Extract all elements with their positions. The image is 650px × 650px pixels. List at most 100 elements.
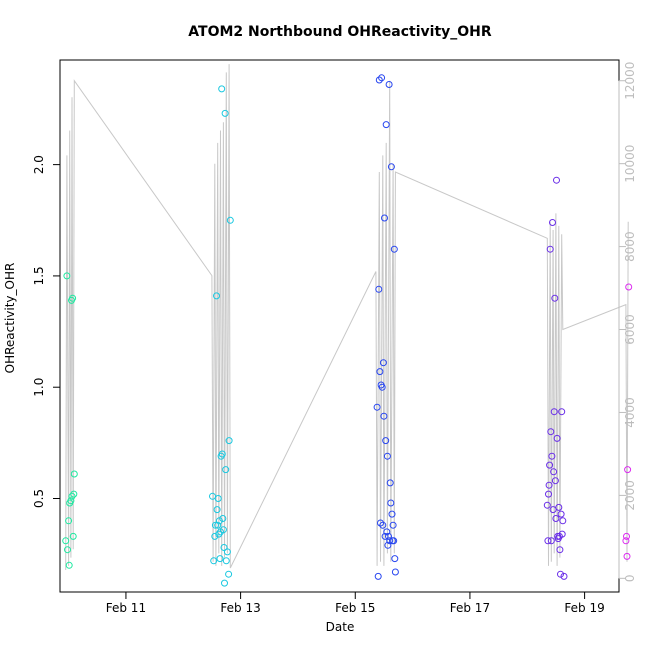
data-point [67,497,75,505]
data-point [547,537,555,545]
data-point [625,283,633,291]
data-point [550,408,558,416]
data-point [382,121,390,129]
data-point [558,530,566,538]
data-point [388,510,396,518]
data-point [216,555,224,563]
series-3 [373,74,399,580]
data-point [378,383,386,391]
data-point [64,546,71,554]
y2-tick-label: 10000 [623,145,637,183]
data-point [551,477,559,485]
data-point [557,510,565,518]
data-point [383,528,391,536]
data-point [559,517,567,525]
data-point [547,428,555,436]
series-5 [622,283,633,560]
data-point [69,294,77,302]
series-4 [543,176,568,580]
data-point [70,470,78,478]
data-point [381,532,389,540]
y-tick-label: 1.0 [32,378,46,397]
data-point [385,532,392,540]
data-point [220,544,228,551]
y-tick-label: 0.5 [32,489,46,508]
data-point [381,214,388,222]
data-point [552,515,560,522]
data-point [379,521,387,529]
data-point [214,495,222,502]
data-point [69,532,77,540]
data-point [387,499,395,507]
data-point [548,452,556,460]
data-point [382,437,390,445]
data-point [544,537,552,545]
data-point [386,537,394,545]
data-point [213,506,221,514]
secondary-line-layer [65,64,629,571]
data-point [390,245,398,253]
data-point [210,557,218,565]
data-point [221,109,229,117]
data-point [380,412,388,420]
data-point [375,76,383,84]
data-point [218,450,226,458]
data-point [219,526,227,534]
data-point [211,532,219,540]
data-point [377,519,384,527]
data-point [391,555,399,563]
data-point [373,403,381,411]
data-point [226,216,234,224]
x-axis-label: Date [326,620,355,634]
data-point [215,530,223,538]
data-point [543,501,551,509]
data-point [623,532,630,540]
data-point [624,466,632,474]
y-axis-label: OHReactivity_OHR [3,263,17,374]
x-tick-label: Feb 15 [335,601,375,615]
y-tick-label: 2.0 [32,155,46,174]
data-point [550,468,558,476]
data-point [225,570,233,578]
data-point [213,292,220,300]
x-tick-label: Feb 13 [220,601,260,615]
data-point [63,272,71,280]
data-point [383,452,391,460]
data-point [385,81,393,88]
data-point [214,521,222,529]
data-point [68,492,76,500]
data-point [623,552,631,560]
data-point [70,490,78,498]
x-tick-label: Feb 17 [450,601,490,615]
data-point [378,74,386,82]
series-1 [62,272,78,569]
data-point [65,517,73,525]
data-point [223,548,231,556]
x-tick-label: Feb 19 [564,601,604,615]
y2-tick-label: 0 [623,574,637,582]
data-point [560,572,568,580]
data-point [622,537,630,545]
y-tick-label: 1.5 [32,266,46,285]
data-point [375,285,383,293]
x-tick-label: Feb 11 [106,601,146,615]
secondary-line [65,64,629,571]
data-point [65,561,73,569]
axes-layer: Feb 11 Feb 13 Feb 15 Feb 17 Feb 19 0.5 1.0 1.5 2… [32,62,637,615]
data-point [553,176,560,184]
data-point [225,437,233,445]
data-point [221,579,228,587]
y2-tick-label: 6000 [623,314,637,345]
data-point [545,481,553,489]
y2-tick-label: 4000 [623,397,637,428]
data-point [387,163,395,171]
data-point [379,359,387,367]
y2-tick-label: 8000 [623,231,637,262]
data-point [558,408,566,416]
data-point [556,546,564,554]
data-point [557,570,564,578]
data-point [386,479,394,487]
data-point [222,557,230,565]
